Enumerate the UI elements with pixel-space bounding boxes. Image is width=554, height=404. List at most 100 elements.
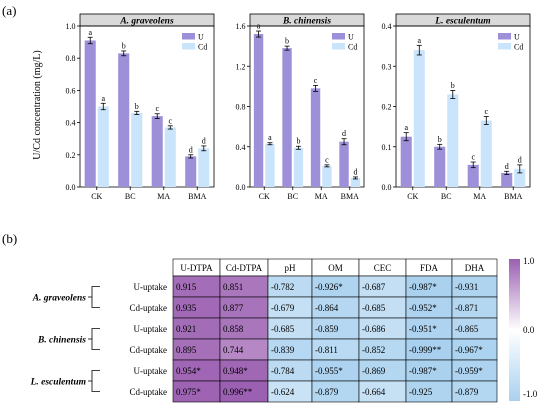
colorbar-label: 0.0 [523,325,535,335]
legend-swatch-cd [332,43,345,50]
column-header: FDA [420,263,439,273]
cell-value: 0.858 [223,324,244,334]
x-tick-label: MA [473,192,486,201]
bar-u [84,40,96,187]
cell-value: -0.859 [315,324,339,334]
colorbar [509,259,520,401]
column-header: U-DTPA [180,263,213,273]
significance-letter: a [404,123,408,132]
bar-u [467,164,479,187]
cell-value: -0.865 [455,324,479,334]
heatmap-cell [451,380,498,403]
panel-b-label: (b) [2,231,17,246]
legend-label-u: U [514,33,520,42]
y-tick-label: 1.0 [66,22,76,31]
bar-cd [164,127,176,187]
y-tick-label: 0.8 [66,54,76,63]
bar-u [434,146,446,187]
x-tick-label: BC [125,192,136,201]
cell-value: -0.685 [362,303,386,313]
row-label: Cd-uptake [130,303,168,313]
significance-letter: d [518,155,522,164]
cell-value: -0.926* [315,282,343,292]
panel-title: A. graveolens [119,17,174,27]
legend-swatch-u [182,33,195,40]
legend-swatch-cd [182,43,195,50]
bar-u [501,172,513,187]
cell-value: -0.967* [455,345,483,355]
y-tick-label: 0.4 [66,119,76,128]
colorbar-label: -1.0 [523,389,538,399]
row-label: U-uptake [134,282,168,292]
x-tick-label: BC [441,192,452,201]
bar-charts: A. graveolens 0.0 0.2 0.4 0.6 0.8 1.0 CK a a BC b b M… [66,13,531,201]
bar-cd [97,106,109,187]
x-tick-label: BMA [504,192,522,201]
significance-letter: c [471,153,475,162]
cell-value: 0.744 [223,345,244,355]
significance-letter: c [168,116,172,125]
cell-value: 0.877 [223,303,244,313]
column-header: pH [285,263,297,273]
bar-cd [480,120,492,187]
y-tick-label: 0.0 [66,183,76,192]
panel-a-label: (a) [2,3,16,18]
cell-value: -0.987* [409,282,437,292]
y-tick-label: 0.6 [66,86,76,95]
significance-letter: c [314,76,318,85]
group-label: B. chinensis [37,336,86,346]
bar-cd [198,148,210,187]
y-tick-label: 0.4 [382,22,392,31]
cell-value: -0.879 [455,387,479,397]
y-tick-label: 0.0 [382,183,392,192]
legend-label-u: U [348,33,354,42]
significance-letter: d [342,129,346,138]
y-tick-label: 1.6 [236,22,246,31]
y-tick-label: 0.1 [382,143,392,152]
plot-frame [79,25,215,188]
x-tick-label: CK [407,192,418,201]
y-tick-label: 0.4 [236,143,246,152]
row-label: Cd-uptake [130,387,168,397]
cell-value: -0.687 [362,282,386,292]
significance-letter: a [101,94,105,103]
column-header: Cd-DTPA [226,263,263,273]
bar-cd [293,147,304,187]
bar-u [400,136,412,187]
legend-label-cd: Cd [348,43,357,52]
y-tick-label: 0.0 [236,183,246,192]
group-bracket [91,286,100,308]
bar-u [253,34,264,187]
cell-value: -0.811 [315,345,338,355]
significance-letter: b [296,137,300,146]
group-bracket [91,370,100,392]
cell-value: -0.782 [271,282,294,292]
significance-letter: c [325,155,329,164]
significance-letter: d [505,162,509,171]
significance-letter: c [155,104,159,113]
legend-swatch-u [332,33,345,40]
cell-value: -0.951* [409,324,437,334]
significance-letter: b [135,102,139,111]
cell-value: -0.925 [409,387,433,397]
significance-letter: a [417,36,421,45]
x-tick-label: MA [157,192,170,201]
cell-value: -0.624 [271,387,295,397]
cell-value: -0.784 [271,366,295,376]
legend-swatch-cd [498,43,511,50]
y-tick-label: 0.3 [382,62,392,71]
significance-letter: a [88,28,92,37]
bar-cd [350,177,361,187]
x-tick-label: CK [259,192,270,201]
significance-letter: d [189,145,193,154]
cell-value: -0.955* [315,366,343,376]
bar-chart-1: A. graveolens 0.0 0.2 0.4 0.6 0.8 1.0 CK a a BC b b M… [66,13,215,201]
cell-value: 0.851 [223,282,243,292]
bar-u [310,88,321,187]
row-label: Cd-uptake [130,345,168,355]
bar-u [151,116,163,187]
cell-value: -0.959* [455,366,483,376]
significance-letter: a [257,22,261,31]
column-header: DHA [465,263,485,273]
